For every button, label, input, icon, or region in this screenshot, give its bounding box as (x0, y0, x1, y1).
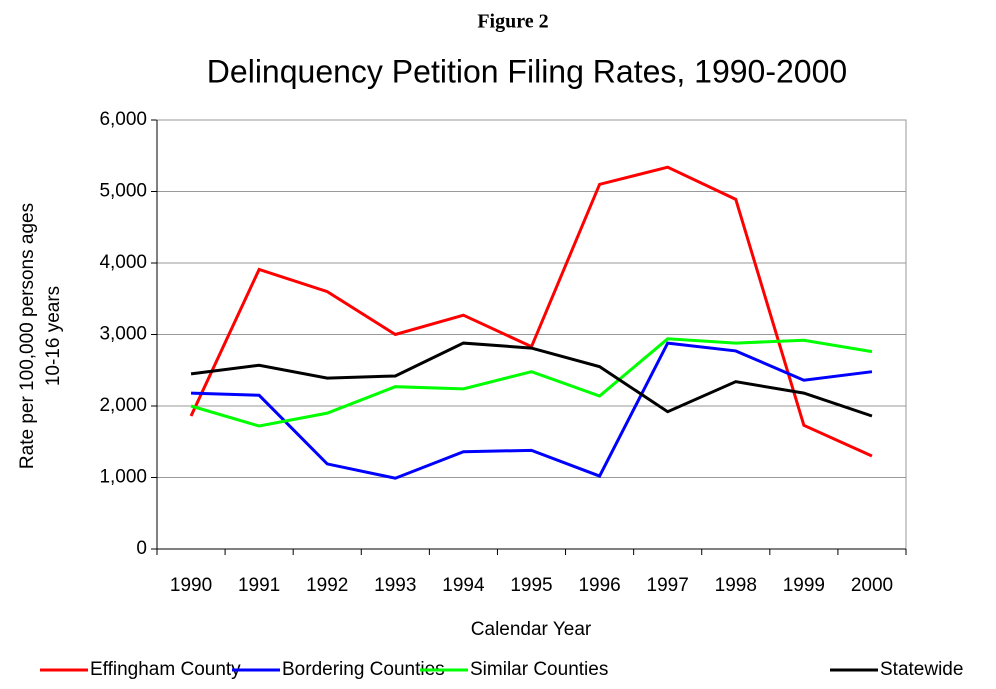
y-axis-label: 10-16 years (43, 286, 64, 386)
legend-label: Effingham County (90, 659, 241, 680)
legend-label: Bordering Counties (282, 659, 445, 680)
chart-title: Delinquency Petition Filing Rates, 1990-… (207, 53, 847, 89)
series-line (189, 165, 873, 458)
y-tick-label: 1,000 (99, 467, 147, 488)
x-tick-label: 1994 (442, 575, 485, 596)
x-tick-label: 1991 (238, 575, 280, 596)
series-line (190, 337, 873, 428)
x-tick-label: 2000 (851, 575, 893, 596)
series-line (190, 341, 873, 418)
legend-label: Similar Counties (470, 659, 608, 680)
figure-label: Figure 2 (477, 11, 548, 33)
y-tick-label: 0 (136, 538, 147, 559)
y-tick-label: 3,000 (99, 324, 147, 345)
series-line (190, 341, 873, 480)
y-tick-label: 6,000 (99, 109, 147, 130)
x-tick-label: 1996 (578, 575, 620, 596)
x-tick-label: 1992 (306, 575, 348, 596)
y-tick-label: 5,000 (99, 181, 147, 202)
x-tick-label: 1997 (647, 575, 689, 596)
y-tick-label: 4,000 (99, 252, 147, 273)
x-tick-label: 1993 (374, 575, 416, 596)
legend-label: Statewide (880, 659, 963, 680)
x-axis-label: Calendar Year (471, 619, 592, 640)
x-tick-label: 1999 (783, 575, 825, 596)
y-tick-label: 2,000 (99, 395, 147, 416)
x-tick-label: 1990 (170, 575, 212, 596)
y-axis-label: Rate per 100,000 persons ages (17, 203, 38, 469)
x-tick-label: 1995 (510, 575, 552, 596)
x-tick-label: 1998 (715, 575, 757, 596)
